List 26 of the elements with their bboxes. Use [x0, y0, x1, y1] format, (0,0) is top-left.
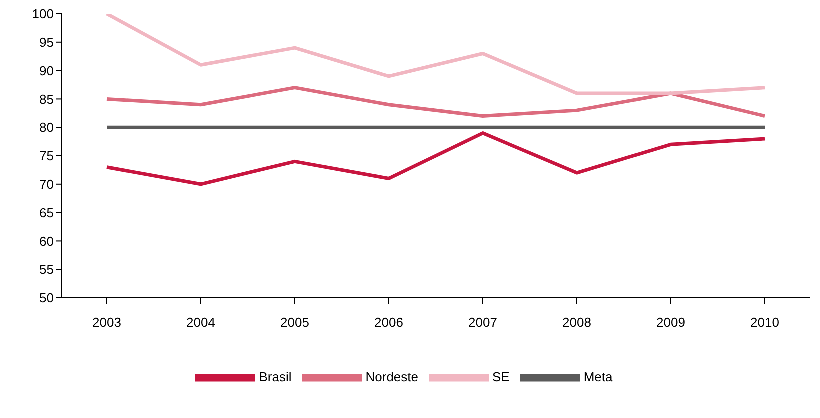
y-tick-label: 80	[40, 120, 54, 136]
x-tick-label: 2005	[280, 315, 310, 330]
y-tick-label: 70	[40, 177, 54, 192]
legend-label: Brasil	[259, 369, 292, 384]
x-tick-label: 2003	[92, 315, 122, 330]
legend-label: Nordeste	[366, 369, 418, 384]
y-tick-label: 75	[40, 148, 54, 164]
legend-label: SE	[492, 369, 510, 384]
y-tick-label: 65	[40, 205, 54, 220]
line-series	[105, 14, 767, 96]
x-tick-label: 2007	[468, 315, 498, 330]
y-tick-label: 90	[40, 63, 54, 78]
y-tick-label: 55	[40, 262, 54, 278]
y-tick-label: 50	[40, 290, 54, 306]
line-series	[105, 86, 767, 118]
x-tick-label: 2010	[750, 315, 780, 330]
x-tick-label: 2008	[562, 315, 592, 330]
y-tick-label: 95	[40, 35, 54, 50]
line-series	[105, 132, 767, 186]
y-tick-label: 100	[32, 6, 54, 22]
x-tick-label: 2009	[656, 315, 686, 330]
x-tick-label: 2004	[186, 315, 216, 330]
y-tick-label: 85	[40, 92, 54, 107]
legend-label: Meta	[584, 369, 613, 384]
y-tick-label: 60	[40, 234, 54, 249]
x-tick-label: 2006	[374, 315, 404, 330]
